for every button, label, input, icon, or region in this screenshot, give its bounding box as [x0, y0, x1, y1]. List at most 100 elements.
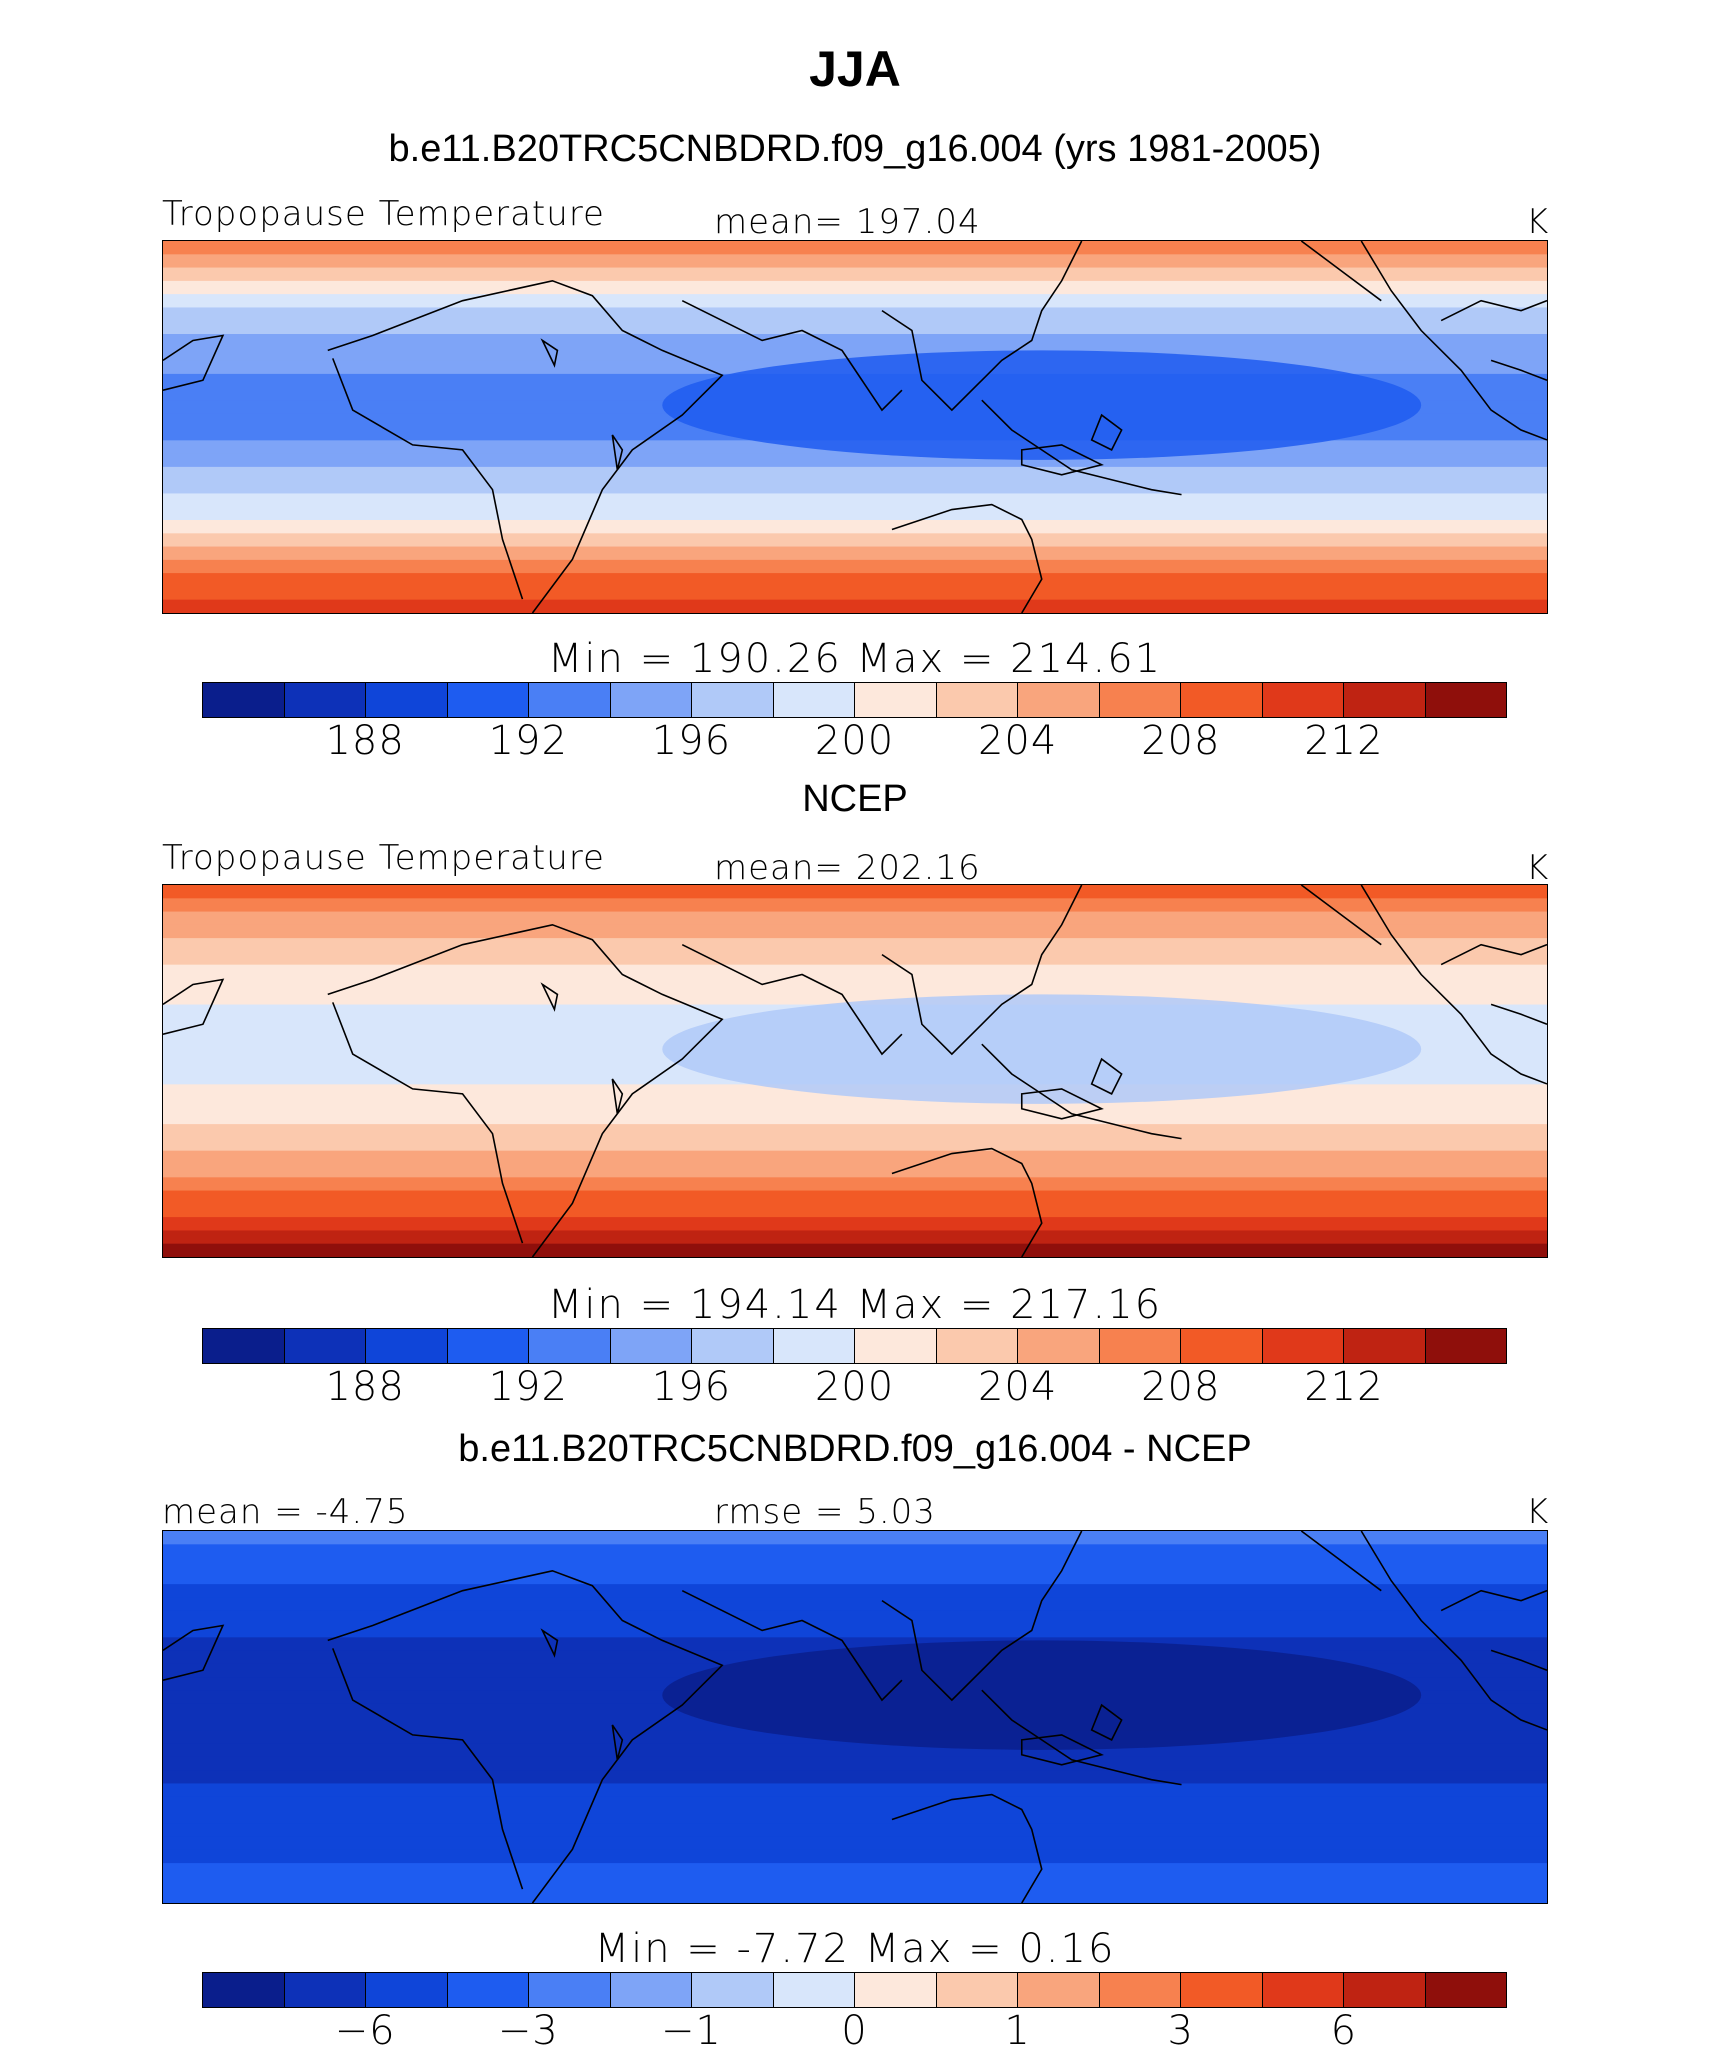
colorbar-tick-label: 200 — [814, 1364, 895, 1410]
contour-band — [163, 520, 1547, 535]
coastline — [681, 1589, 903, 1702]
colorbar-ticks-model: 188 192 196 200 204 208 212 — [202, 718, 1507, 764]
coastline — [1090, 1703, 1123, 1741]
coastline — [1440, 299, 1547, 322]
contour-band — [163, 978, 1547, 993]
coastline — [163, 1624, 225, 1681]
contour-band — [163, 533, 1547, 548]
contour-band — [163, 599, 1547, 613]
colorbar-swatch — [203, 1329, 285, 1363]
coastline — [540, 1628, 559, 1658]
panel-heading-model: b.e11.B20TRC5CNBDRD.f09_g16.004 (yrs 198… — [388, 128, 1322, 170]
coastline — [891, 1793, 1043, 1903]
coastline — [540, 982, 559, 1012]
coastline — [611, 1724, 624, 1760]
contour-band — [163, 267, 1547, 282]
contour-band — [163, 480, 1547, 495]
contour-band — [163, 1783, 1547, 1798]
map-svg — [163, 885, 1547, 1257]
main-title: JJA — [809, 41, 901, 97]
map-model — [162, 240, 1548, 614]
contour-band — [163, 898, 1547, 913]
coastline — [1020, 1734, 1104, 1766]
contour-band — [163, 546, 1547, 561]
contour-band — [163, 1150, 1547, 1165]
coastline — [1300, 1531, 1382, 1592]
colorbar-ticks-ncep: 188 192 196 200 204 208 212 — [202, 1364, 1507, 1410]
contour-band — [163, 1743, 1547, 1758]
panel-mean-label-diff: mean = -4.75 — [162, 1492, 409, 1532]
colorbar-swatch — [1018, 1329, 1100, 1363]
colorbar-swatch — [1425, 683, 1506, 717]
contour-band — [163, 924, 1547, 940]
panel-left-label-model: Tropopause Temperature — [162, 194, 605, 234]
colorbar-tick-label: 200 — [814, 718, 895, 764]
coastline — [1020, 444, 1104, 476]
contour-band — [163, 1849, 1547, 1865]
colorbar-tick-label: 192 — [488, 718, 568, 764]
contour-band — [163, 559, 1547, 575]
colorbar-model — [202, 682, 1507, 718]
colorbar-swatch — [1262, 683, 1344, 717]
panel-mean-label-ncep: mean= 202.16 — [714, 848, 981, 888]
coastline — [332, 1002, 524, 1244]
contour-band — [163, 506, 1547, 521]
coastline — [1090, 1057, 1123, 1095]
colorbar-tick-label: 208 — [1141, 718, 1221, 764]
colorbar-tick-label: 196 — [651, 718, 732, 764]
panel-heading-ncep: NCEP — [802, 778, 908, 820]
contour-band — [163, 964, 1547, 979]
panel-mean-label-model: mean= 197.04 — [714, 202, 981, 242]
coastline — [1360, 241, 1547, 441]
colorbar-swatch — [610, 1973, 692, 2007]
colorbar-swatch — [936, 683, 1018, 717]
contour-band — [163, 1110, 1547, 1126]
colorbar-swatch — [610, 683, 692, 717]
coastline — [1360, 1531, 1547, 1731]
colorbar-swatch — [936, 1973, 1018, 2007]
colorbar-swatch — [936, 1329, 1018, 1363]
contour-band — [163, 1889, 1547, 1903]
colorbar-swatch — [1018, 683, 1100, 717]
contour-band — [163, 573, 1547, 588]
colorbar-swatch — [1181, 683, 1263, 717]
colorbar-swatch — [447, 1973, 529, 2007]
coastline — [327, 923, 724, 1257]
colorbar-tick-label: 1 — [1004, 2008, 1031, 2054]
contour-band — [163, 1217, 1547, 1232]
colorbar-tick-label: 204 — [977, 1364, 1058, 1410]
coastline — [1300, 241, 1382, 302]
colorbar-swatch — [773, 1329, 855, 1363]
panel-left-label-ncep: Tropopause Temperature — [162, 838, 605, 878]
colorbar-swatch — [529, 1329, 611, 1363]
contour-band — [163, 1203, 1547, 1219]
colorbar-swatch — [1262, 1329, 1344, 1363]
contour-band — [163, 1836, 1547, 1851]
coastline — [681, 299, 903, 412]
colorbar-swatch — [529, 683, 611, 717]
colorbar-swatch — [1099, 683, 1181, 717]
contour-band — [163, 1137, 1547, 1152]
colorbar-swatch — [692, 1329, 774, 1363]
map-svg — [163, 1531, 1547, 1903]
contour-band — [163, 1097, 1547, 1112]
contour-blob — [662, 1640, 1422, 1750]
coastline — [881, 885, 1083, 1056]
coastline — [327, 279, 724, 613]
panel-units-ncep: K — [1526, 848, 1549, 888]
contour-band — [163, 1584, 1547, 1599]
coastline — [163, 978, 225, 1035]
colorbar-swatch — [1344, 1973, 1426, 2007]
contour-band — [163, 1190, 1547, 1205]
colorbar-swatch — [1099, 1329, 1181, 1363]
colorbar-swatch — [855, 683, 937, 717]
coastline — [981, 1043, 1182, 1140]
coastline — [891, 1147, 1043, 1257]
minmax-ncep: Min = 194.14 Max = 217.16 — [547, 1282, 1163, 1328]
contour-band — [163, 294, 1547, 309]
colorbar-tick-label: 208 — [1141, 1364, 1221, 1410]
colorbar-swatch — [366, 1329, 448, 1363]
colorbar-swatch — [1099, 1973, 1181, 2007]
coastline — [611, 434, 624, 470]
contour-band — [163, 493, 1547, 508]
